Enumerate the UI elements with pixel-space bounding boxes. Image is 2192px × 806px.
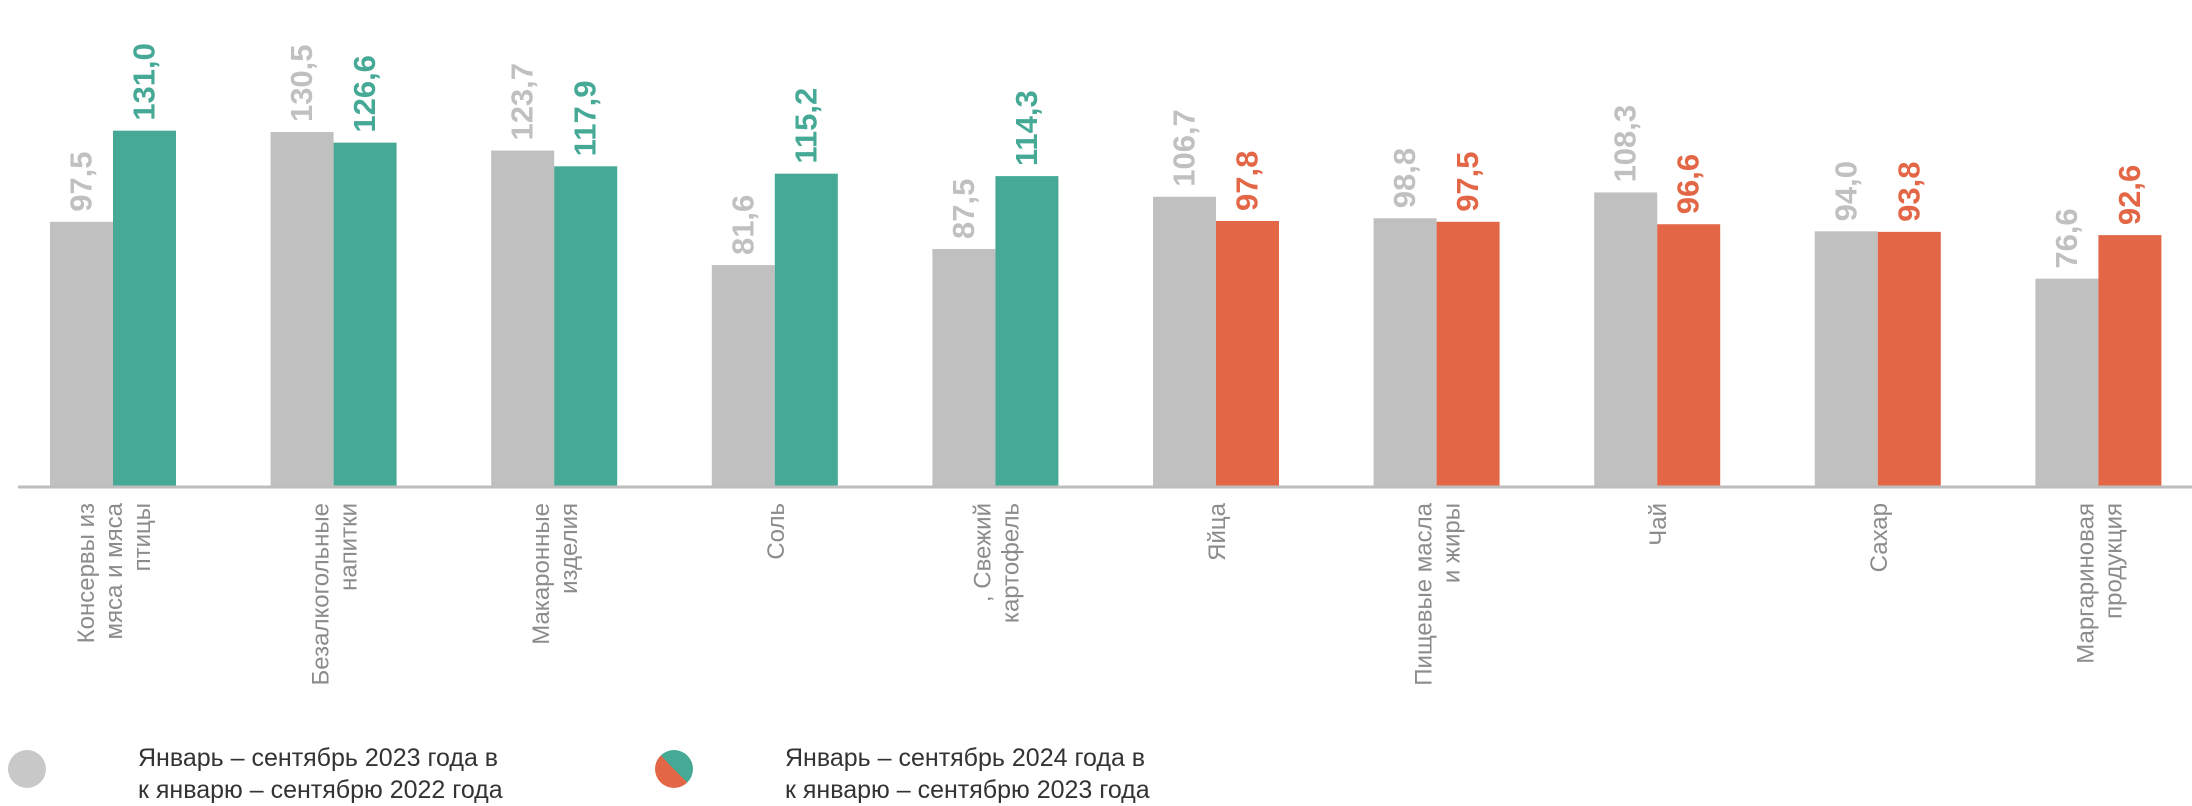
data-label: 115,2 [788,88,823,164]
data-label: 93,8 [1891,162,1926,222]
category-label: Чай [1645,503,1672,546]
legend-label-current: Январь – сентябрь 2024 года в к январю –… [785,742,1150,806]
category-label: , Свежий [969,503,996,602]
bar-previous-period [1814,231,1878,487]
category-label: Яйца [1204,502,1231,560]
bar-current-period [333,142,397,487]
category-label: Маргариновая [2072,503,2099,664]
bar-previous-period [932,249,996,487]
bar-previous-period [2035,278,2099,487]
category-label: и жиры [1439,503,1466,583]
bar-previous-period [50,221,113,488]
legend-label-previous: Январь – сентябрь 2023 года в к январю –… [138,742,503,806]
category-label: мяса и мяса [101,502,128,639]
category-label: Пищевые масла [1411,502,1438,685]
data-label: 126,6 [347,55,382,133]
data-label: 92,6 [2112,165,2147,225]
bar-current-period [113,130,176,487]
data-label: 98,8 [1387,148,1422,208]
data-label: 106,7 [1167,109,1202,187]
category-label: птицы [129,503,156,571]
data-label: 97,8 [1230,151,1265,211]
category-label: Макаронные [528,503,555,645]
bar-current-period [1877,231,1941,487]
data-label: 94,0 [1828,161,1863,221]
data-label: 131,0 [127,43,162,121]
legend-label-line2: к январю – сентябрю 2022 года [138,776,503,804]
bars-group [50,130,2162,488]
category-label: картофель [997,503,1024,623]
data-label: 76,6 [2049,208,2084,268]
legend-label-line1: Январь – сентябрь 2024 года в [785,744,1146,772]
data-label: 114,3 [1009,90,1044,166]
data-label: 96,6 [1671,154,1706,214]
bar-previous-period [491,150,555,487]
bar-current-period [1657,224,1721,488]
data-label: 130,5 [284,44,319,122]
data-label: 97,5 [1450,151,1485,211]
bar-current-period [995,176,1059,487]
bar-previous-period [270,132,334,488]
data-label: 97,5 [64,151,99,211]
data-label: 117,9 [568,80,603,156]
value-labels-group: 97,5 131,0 130,5 126,6 123,7 117,9 81,6 115,2 87… [64,43,2147,269]
category-label: продукция [2100,503,2127,619]
bar-current-period [1436,221,1500,488]
category-label: Соль [763,503,790,560]
category-label: напитки [336,503,363,591]
bar-current-period [774,173,838,487]
category-label: Консервы из [73,503,100,643]
data-label: 81,6 [725,195,760,255]
category-labels-group: Консервы из мяса и мяса птицы Безалкогольны… [73,502,2127,685]
category-label: Сахар [1866,503,1893,572]
bar-previous-period [1153,196,1216,487]
bar-previous-period [1594,192,1658,487]
bar-current-period [2098,235,2162,487]
category-label: Безалкогольные [308,503,335,685]
legend-label-line1: Январь – сентябрь 2023 года в [138,744,499,772]
data-label: 123,7 [505,63,540,141]
data-label: 87,5 [946,179,981,239]
legend-label-line2: к январю – сентябрю 2023 года [785,776,1150,804]
bar-previous-period [711,265,775,487]
bar-current-period [1216,220,1279,487]
category-label: изделия [556,503,583,594]
green-orange-split-circle-icon [655,750,693,788]
gray-circle-icon [8,750,46,788]
bar-current-period [554,166,618,487]
legend-item-current: Январь – сентябрь 2024 года в к январю –… [655,742,1150,806]
data-label: 108,3 [1608,105,1643,183]
legend-item-previous: Январь – сентябрь 2023 года в к январю –… [8,742,503,806]
bar-previous-period [1373,218,1437,487]
